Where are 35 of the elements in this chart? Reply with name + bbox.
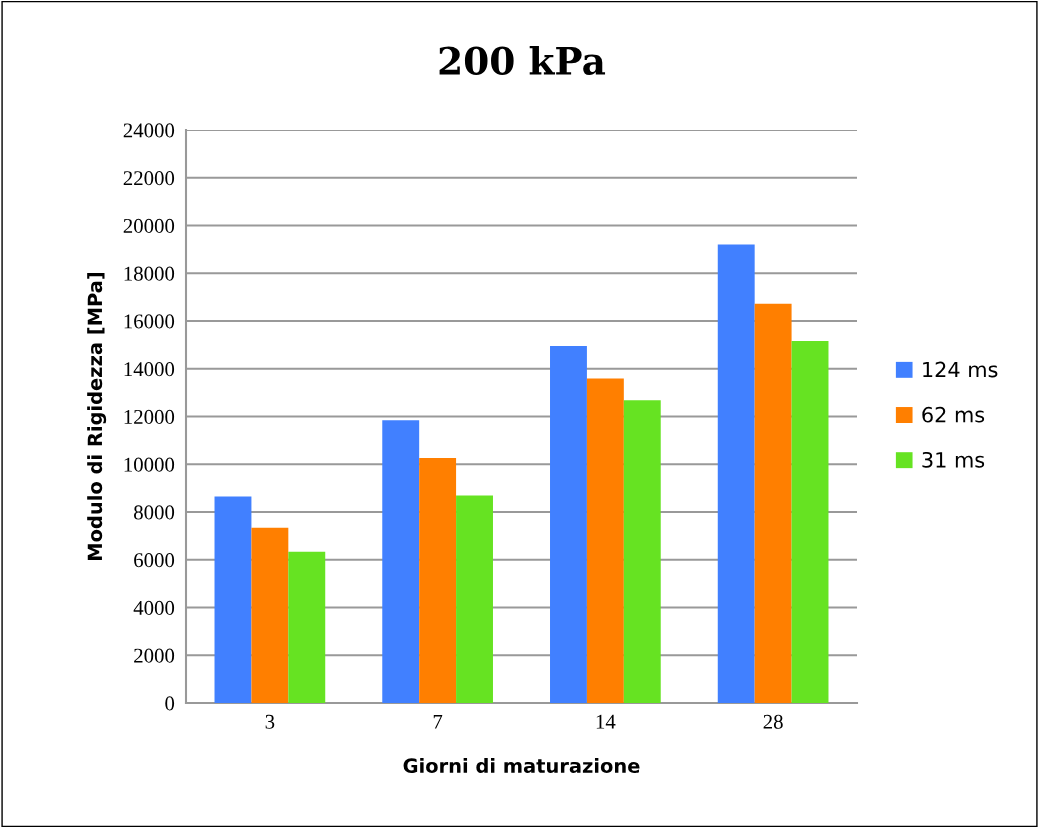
- bar: [791, 341, 829, 703]
- y-tick-label: 8000: [134, 505, 175, 520]
- y-tick-label: 10000: [124, 457, 175, 472]
- x-tick-label: 3: [265, 714, 275, 729]
- y-tick-label: 20000: [123, 218, 175, 233]
- bar: [419, 458, 457, 703]
- bar: [586, 378, 624, 703]
- chart-title: 200 kPa: [439, 45, 606, 75]
- y-tick-label: 2000: [134, 648, 175, 663]
- y-tick-label: 22000: [123, 171, 175, 186]
- y-tick-label: 0: [165, 696, 175, 711]
- legend-label: 124 ms: [923, 361, 998, 378]
- bar: [251, 527, 289, 703]
- bar: [717, 244, 755, 703]
- y-tick-label: 6000: [134, 553, 175, 568]
- y-tick-label: 4000: [133, 600, 175, 615]
- y-tick-label: 18000: [124, 266, 175, 281]
- y-axis-title: Modulo di Rigidezza [MPa]: [87, 272, 107, 560]
- y-tick-label: 14000: [124, 362, 175, 377]
- y-tick-label: 12000: [124, 409, 175, 424]
- bar: [288, 551, 326, 703]
- bar: [623, 400, 661, 703]
- bar: [214, 496, 252, 703]
- y-tick-label: 16000: [124, 314, 175, 329]
- x-tick-label: 7: [433, 714, 443, 729]
- bar: [754, 303, 792, 703]
- x-axis-title: Giorni di maturazione: [403, 758, 640, 774]
- bar: [550, 346, 587, 703]
- y-tick-label: 24000: [123, 123, 175, 138]
- legend-label: 62 ms: [922, 406, 985, 423]
- bar: [456, 495, 493, 703]
- legend-label: 31 ms: [922, 451, 985, 468]
- x-tick-label: 28: [763, 714, 783, 729]
- x-tick-label: 14: [596, 714, 616, 729]
- bar: [382, 420, 420, 703]
